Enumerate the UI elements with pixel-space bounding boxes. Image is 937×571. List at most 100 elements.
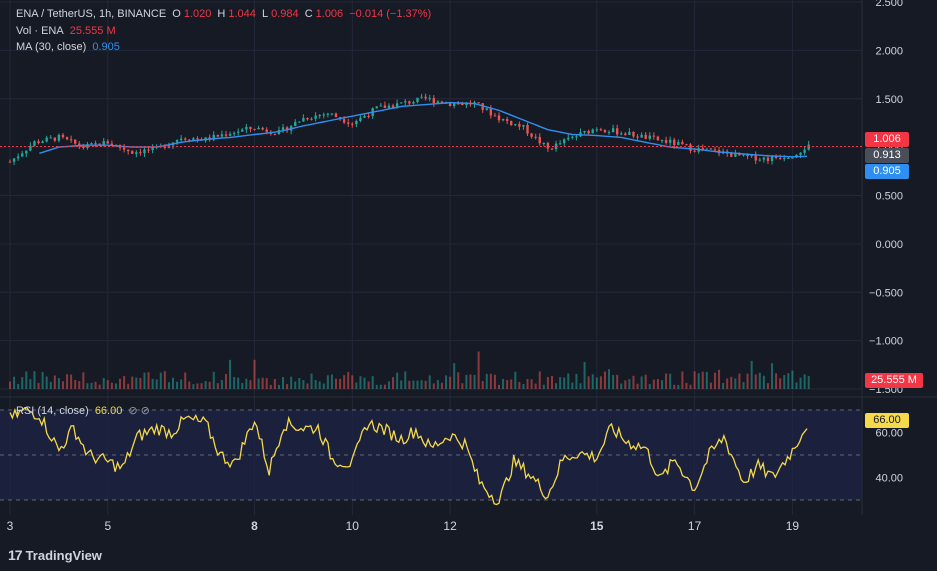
volume-bar [775,373,778,389]
volume-bar [408,380,411,389]
candle-body [807,144,810,150]
candle-body [49,137,52,139]
price-axis: 2.5002.0001.5001.0000.5000.000−0.500−1.0… [869,0,903,396]
volume-bar [624,380,627,389]
volume-bar [33,371,36,389]
volume-bar [693,371,696,389]
volume-label[interactable]: Vol · ENA [16,25,64,37]
candle-body [16,156,20,159]
volume-bar [713,372,716,389]
candle-body [583,130,586,133]
volume-bar [603,371,606,389]
volume-bar [510,379,513,389]
candle-body [457,103,460,105]
volume-bar [583,362,586,389]
volume-bar [514,371,517,389]
volume-bar [224,373,227,389]
volume-bar [192,384,195,389]
candle-body [758,159,761,161]
volume-bar [241,383,244,389]
volume-bar [339,378,342,389]
volume-bar [286,384,289,389]
candle-body [261,127,264,130]
eye-icon[interactable]: ⊘ ⊘ [128,405,150,417]
candle-body [734,152,737,157]
volume-bar [269,384,272,389]
candle-body [701,148,704,150]
volume-bar [522,384,525,389]
candle-body [493,115,497,117]
price-tick-label: −1.000 [869,336,903,348]
volume-bar [70,374,73,389]
candle-body [632,131,635,137]
candle-body [135,152,138,154]
volume-bar [689,384,692,389]
candle-body [314,115,317,119]
candle-body [90,143,93,145]
candle-body [351,123,354,125]
volume-bars [9,351,810,389]
volume-bar [257,378,260,389]
candle-body [607,132,611,134]
volume-bar [392,377,395,389]
ma-label[interactable]: MA (30, close) [16,41,87,53]
candle-body [285,127,289,131]
candle-body [33,141,36,146]
candle-body [746,154,749,157]
volume-bar [718,369,721,389]
candle-body [400,102,403,104]
volume-bar [123,376,126,389]
candle-body [685,144,688,146]
volume-bar [404,371,407,389]
volume-bar [212,371,215,389]
open-label: O [172,8,181,20]
volume-bar [608,369,611,389]
candle-body [783,158,786,160]
volume-bar [612,375,615,389]
volume-bar [669,373,672,389]
rsi-legend: RSI (14, close) 66.00 ⊘ ⊘ [16,404,153,418]
rsi-line [9,407,808,506]
volume-bar [196,383,199,389]
candle-body [363,115,366,118]
volume-bar [424,380,427,389]
volume-bar [204,381,207,389]
volume-bar [314,379,317,389]
volume-bar [151,378,154,389]
volume-bar [172,377,174,389]
volume-bar [750,360,753,389]
candle-body [550,148,554,150]
candle-body [803,149,806,153]
volume-bar [485,373,488,389]
candle-body [681,142,684,145]
volume-bar [318,381,321,389]
volume-bar [477,351,480,389]
candle-body [620,133,623,135]
time-tick-label: 10 [346,519,360,533]
candle-body [677,142,680,145]
price-tick-label: 2.000 [875,45,903,57]
volume-bar [379,384,382,389]
candle-body [302,117,305,122]
candle-body [624,133,627,136]
candle-body [237,131,240,133]
candle-body [359,117,362,122]
volume-bar [587,376,590,389]
symbol-label[interactable]: ENA / TetherUS, 1h, BINANCE [16,8,167,20]
candle-body [599,129,603,131]
volume-bar [163,371,166,389]
volume-bar [57,378,60,389]
volume-bar [45,376,48,389]
rsi-label[interactable]: RSI (14, close) [16,405,89,417]
volume-bar [559,377,562,389]
tradingview-logo[interactable]: 17 TradingView [8,547,102,563]
volume-bar [534,383,537,389]
candle-body [131,151,134,154]
volume-bar [147,372,150,389]
volume-bar [502,378,505,389]
ma-price-tag: 0.905 [865,164,909,179]
candle-body [514,124,517,126]
candle-body [25,150,28,154]
